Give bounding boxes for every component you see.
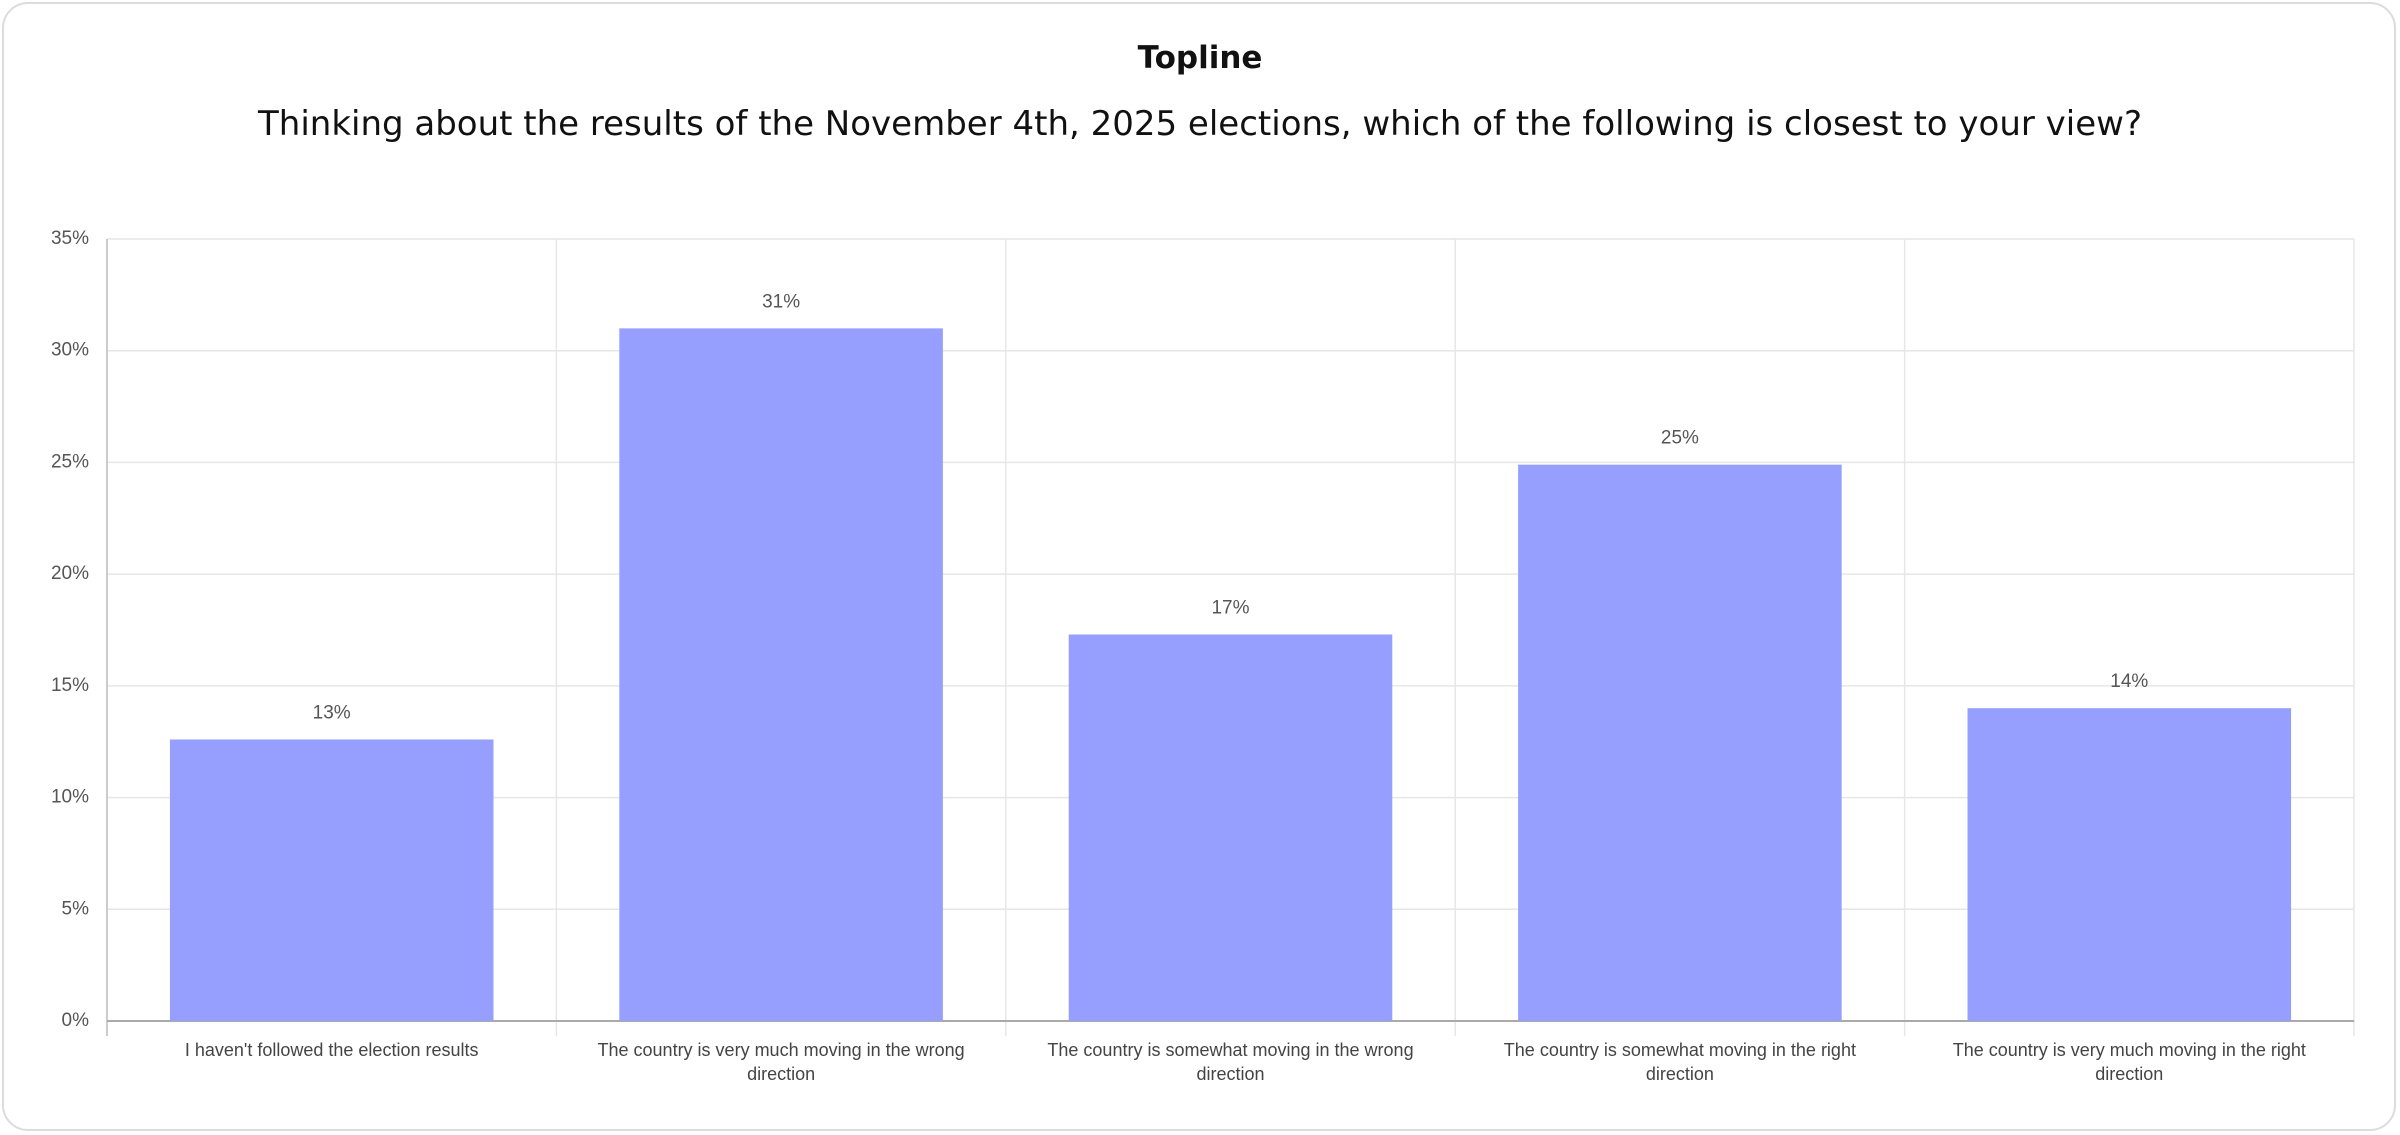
y-tick-label: 20% — [51, 563, 89, 584]
bar — [169, 739, 494, 1021]
data-label: 25% — [1661, 428, 1699, 449]
x-tick-label: The country is very much moving in the r… — [1952, 1040, 2306, 1084]
bar — [619, 328, 943, 1021]
x-tick-label: The country is somewhat moving in the wr… — [1047, 1040, 1414, 1084]
y-tick-label: 35% — [51, 228, 89, 249]
y-tick-label: 15% — [51, 675, 89, 696]
data-label: 14% — [2110, 671, 2148, 692]
data-label: 17% — [1211, 597, 1249, 618]
y-tick-label: 30% — [51, 340, 89, 361]
y-tick-label: 0% — [62, 1010, 90, 1031]
x-tick-label: The country is somewhat moving in the ri… — [1503, 1040, 1856, 1084]
bar — [1518, 464, 1842, 1022]
x-tick-label: The country is very much moving in the w… — [597, 1040, 965, 1084]
chart-subtitle: Thinking about the results of the Novemb… — [258, 104, 2142, 144]
data-label: 13% — [313, 702, 351, 723]
bar — [1967, 708, 2292, 1021]
y-tick-label: 5% — [62, 898, 90, 919]
x-tick-label: I haven't followed the election results — [184, 1040, 479, 1060]
data-label: 31% — [762, 291, 800, 312]
bar — [1068, 634, 1393, 1021]
y-tick-label: 25% — [51, 451, 89, 472]
y-tick-label: 10% — [51, 787, 89, 808]
chart-title: Topline — [1137, 40, 1263, 76]
